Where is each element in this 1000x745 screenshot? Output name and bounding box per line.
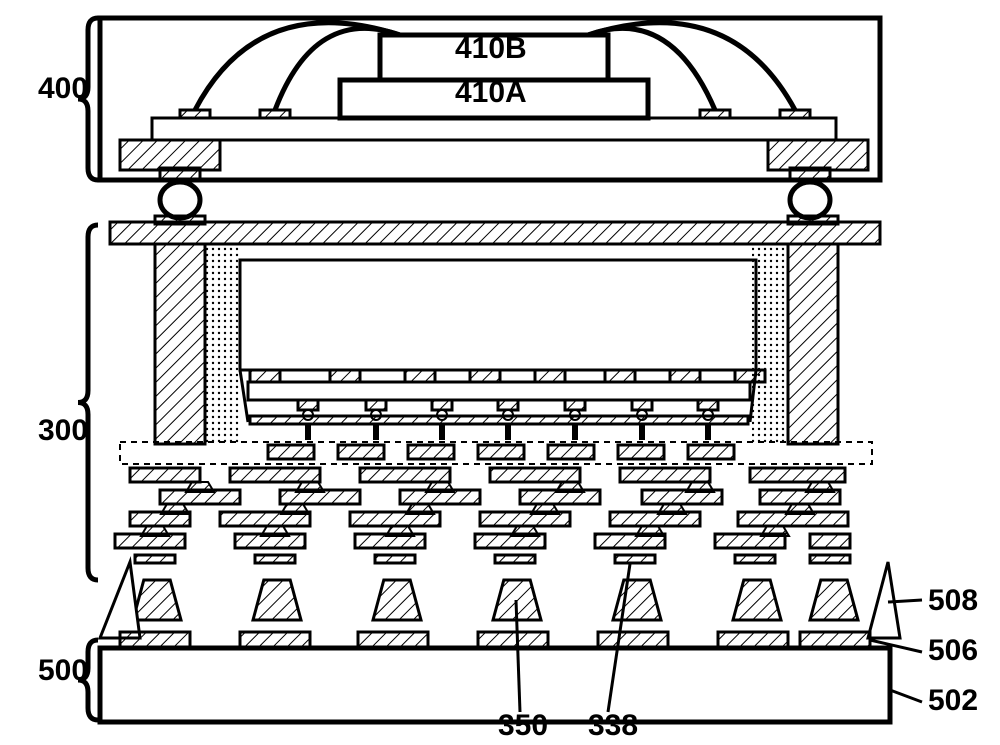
label-500: 500 bbox=[38, 654, 88, 687]
rdl-via bbox=[426, 482, 454, 492]
rdl-via bbox=[281, 504, 309, 514]
underfill-right bbox=[868, 562, 900, 638]
leader-508 bbox=[888, 600, 922, 602]
rdl-via bbox=[186, 482, 214, 492]
bracket bbox=[78, 225, 98, 580]
rdl-via bbox=[261, 526, 289, 536]
rdl-via bbox=[686, 482, 714, 492]
rdl-via bbox=[406, 504, 434, 514]
board-502 bbox=[100, 648, 890, 722]
rdl-via bbox=[636, 526, 664, 536]
tsv bbox=[505, 424, 511, 440]
rdl-via bbox=[511, 526, 539, 536]
rdl-via bbox=[786, 504, 814, 514]
rdl-via bbox=[556, 482, 584, 492]
solder-ball bbox=[790, 182, 830, 218]
rdl-via bbox=[386, 526, 414, 536]
rdl-via bbox=[531, 504, 559, 514]
cavity-inner bbox=[240, 260, 756, 370]
label-350: 350 bbox=[498, 709, 548, 742]
tsv bbox=[572, 424, 578, 440]
label-508: 508 bbox=[928, 584, 978, 617]
tsv bbox=[373, 424, 379, 440]
diagram-root: 300 338 350 400 500 502 506 508 410B 410A bbox=[0, 0, 1000, 745]
tsv bbox=[439, 424, 445, 440]
rdl-via bbox=[761, 526, 789, 536]
label-400: 400 bbox=[38, 72, 88, 105]
leader-502 bbox=[890, 690, 922, 702]
label-410A: 410A bbox=[455, 76, 527, 109]
label-506: 506 bbox=[928, 634, 978, 667]
label-338: 338 bbox=[588, 709, 638, 742]
label-410B: 410B bbox=[455, 32, 527, 65]
underfill-left bbox=[100, 562, 140, 638]
label-300: 300 bbox=[38, 414, 88, 447]
rdl-via bbox=[141, 526, 169, 536]
tsv bbox=[305, 424, 311, 440]
rdl-via bbox=[161, 504, 189, 514]
solder-ball bbox=[160, 182, 200, 218]
substrate-400 bbox=[152, 118, 836, 140]
die-body bbox=[248, 382, 750, 400]
rdl-via bbox=[296, 482, 324, 492]
rdl-via bbox=[658, 504, 686, 514]
tsv bbox=[639, 424, 645, 440]
rdl-via bbox=[806, 482, 834, 492]
label-502: 502 bbox=[928, 684, 978, 717]
tsv bbox=[705, 424, 711, 440]
